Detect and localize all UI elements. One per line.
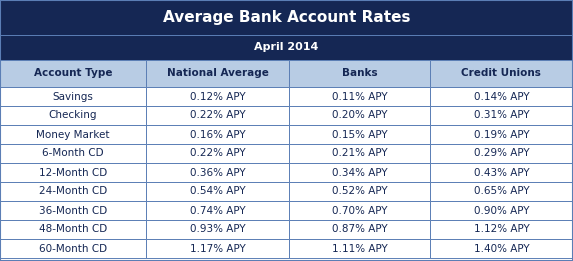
Text: April 2014: April 2014 [254, 43, 319, 52]
Bar [289, 87, 430, 106]
Text: Average Bank Account Rates: Average Bank Account Rates [163, 10, 410, 25]
Text: 0.22% APY: 0.22% APY [190, 110, 246, 121]
Bar [289, 125, 430, 144]
Text: 6-Month CD: 6-Month CD [42, 149, 104, 158]
Bar [0, 239, 146, 258]
Text: 0.29% APY: 0.29% APY [473, 149, 529, 158]
Bar [289, 144, 430, 163]
Bar [0, 125, 146, 144]
Bar [289, 106, 430, 125]
Bar [430, 163, 573, 182]
Text: 0.34% APY: 0.34% APY [332, 168, 387, 177]
Text: 1.17% APY: 1.17% APY [190, 244, 246, 253]
Text: 1.12% APY: 1.12% APY [473, 224, 529, 234]
Bar [289, 201, 430, 220]
Text: 0.22% APY: 0.22% APY [190, 149, 246, 158]
Bar [146, 144, 289, 163]
Text: 48-Month CD: 48-Month CD [39, 224, 107, 234]
Bar [0, 87, 146, 106]
Bar [0, 0, 573, 35]
Bar [146, 239, 289, 258]
Text: Account Type: Account Type [34, 68, 112, 79]
Text: 12-Month CD: 12-Month CD [39, 168, 107, 177]
Text: 0.65% APY: 0.65% APY [473, 187, 529, 197]
Text: 0.74% APY: 0.74% APY [190, 205, 246, 216]
Text: 1.11% APY: 1.11% APY [332, 244, 387, 253]
Text: National Average: National Average [167, 68, 269, 79]
Bar [289, 182, 430, 201]
Bar [430, 201, 573, 220]
Bar [146, 60, 289, 87]
Text: 0.36% APY: 0.36% APY [190, 168, 246, 177]
Text: 0.16% APY: 0.16% APY [190, 129, 246, 139]
Text: 0.87% APY: 0.87% APY [332, 224, 387, 234]
Text: Savings: Savings [53, 92, 93, 102]
Bar [0, 144, 146, 163]
Bar [289, 239, 430, 258]
Bar [146, 87, 289, 106]
Bar [430, 220, 573, 239]
Text: 0.90% APY: 0.90% APY [474, 205, 529, 216]
Bar [430, 106, 573, 125]
Bar [146, 106, 289, 125]
Bar [146, 201, 289, 220]
Bar [146, 182, 289, 201]
Text: 0.15% APY: 0.15% APY [332, 129, 387, 139]
Bar [289, 220, 430, 239]
Bar [146, 163, 289, 182]
Text: Banks: Banks [342, 68, 378, 79]
Text: 36-Month CD: 36-Month CD [39, 205, 107, 216]
Bar [146, 220, 289, 239]
Text: 0.43% APY: 0.43% APY [473, 168, 529, 177]
Bar [430, 60, 573, 87]
Bar [0, 35, 573, 60]
Text: 1.40% APY: 1.40% APY [473, 244, 529, 253]
Bar [430, 182, 573, 201]
Text: 0.93% APY: 0.93% APY [190, 224, 246, 234]
Bar [0, 60, 146, 87]
Text: Checking: Checking [49, 110, 97, 121]
Text: 0.20% APY: 0.20% APY [332, 110, 387, 121]
Text: 60-Month CD: 60-Month CD [39, 244, 107, 253]
Text: 0.19% APY: 0.19% APY [473, 129, 529, 139]
Bar [146, 125, 289, 144]
Text: 0.70% APY: 0.70% APY [332, 205, 387, 216]
Text: 0.31% APY: 0.31% APY [473, 110, 529, 121]
Bar [430, 239, 573, 258]
Text: 24-Month CD: 24-Month CD [39, 187, 107, 197]
Bar [430, 87, 573, 106]
Bar [289, 163, 430, 182]
Text: 0.54% APY: 0.54% APY [190, 187, 246, 197]
Text: 0.52% APY: 0.52% APY [332, 187, 387, 197]
Text: 0.11% APY: 0.11% APY [332, 92, 387, 102]
Bar [289, 60, 430, 87]
Bar [430, 125, 573, 144]
Bar [0, 201, 146, 220]
Text: Money Market: Money Market [36, 129, 110, 139]
Text: Credit Unions: Credit Unions [461, 68, 541, 79]
Bar [430, 144, 573, 163]
Bar [0, 220, 146, 239]
Bar [0, 106, 146, 125]
Bar [0, 163, 146, 182]
Text: 0.21% APY: 0.21% APY [332, 149, 387, 158]
Text: 0.14% APY: 0.14% APY [473, 92, 529, 102]
Text: 0.12% APY: 0.12% APY [190, 92, 246, 102]
Bar [0, 182, 146, 201]
